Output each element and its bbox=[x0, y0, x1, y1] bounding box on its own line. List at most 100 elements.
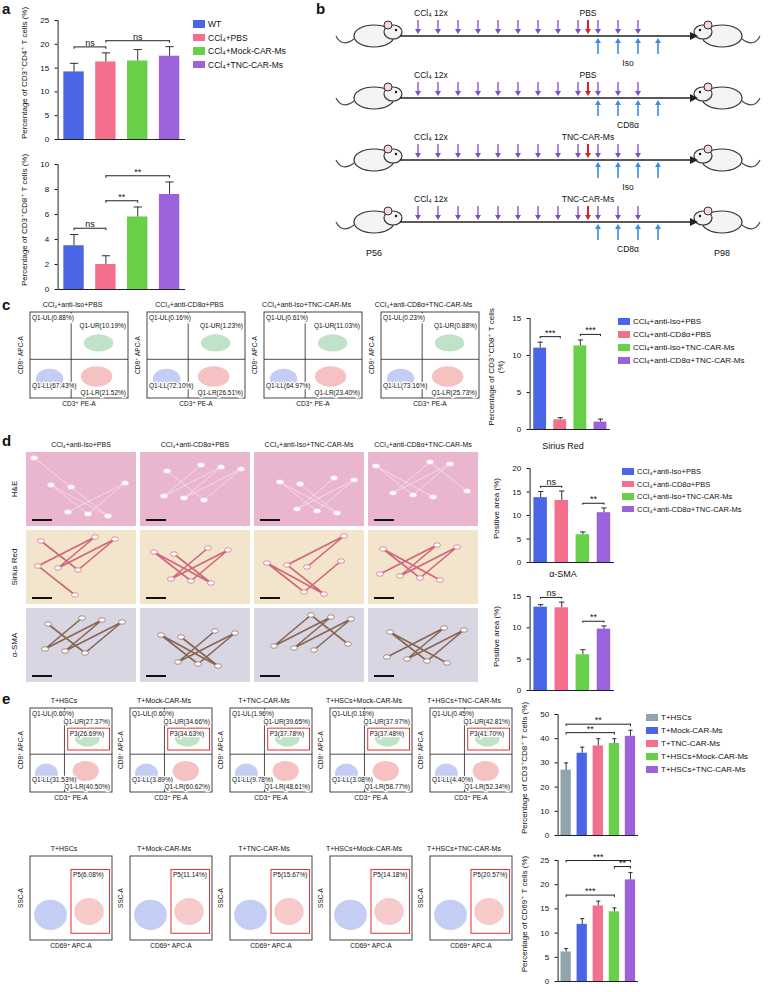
svg-text:20: 20 bbox=[540, 880, 549, 889]
svg-text:10: 10 bbox=[512, 351, 521, 360]
svg-text:8: 8 bbox=[45, 185, 50, 194]
svg-text:ns: ns bbox=[85, 38, 95, 48]
svg-text:**: ** bbox=[619, 858, 627, 868]
svg-text:Q1-LL(67.43%): Q1-LL(67.43%) bbox=[32, 382, 76, 390]
svg-text:P5(14.18%): P5(14.18%) bbox=[373, 871, 407, 879]
svg-text:TNC-CAR-Ms: TNC-CAR-Ms bbox=[562, 194, 614, 204]
svg-text:Q1-UL(0.88%): Q1-UL(0.88%) bbox=[32, 314, 74, 322]
svg-text:0: 0 bbox=[517, 558, 522, 567]
svg-text:Iso: Iso bbox=[622, 182, 634, 192]
svg-text:Q1-LR(60.62%): Q1-LR(60.62%) bbox=[164, 783, 210, 791]
svg-text:**: ** bbox=[590, 612, 598, 622]
svg-text:P3(37.78%): P3(37.78%) bbox=[270, 730, 304, 738]
svg-text:Q1-LR(52.34%): Q1-LR(52.34%) bbox=[464, 783, 510, 791]
svg-text:P5(6.08%): P5(6.08%) bbox=[73, 871, 104, 879]
svg-text:Q1-LR(23.40%): Q1-LR(23.40%) bbox=[314, 389, 360, 397]
svg-text:P98: P98 bbox=[714, 248, 730, 258]
svg-text:Q1-UL(0.16%): Q1-UL(0.16%) bbox=[149, 314, 191, 322]
svg-text:30: 30 bbox=[540, 758, 549, 767]
svg-text:**: ** bbox=[118, 192, 126, 202]
svg-text:20: 20 bbox=[512, 464, 521, 473]
svg-text:5: 5 bbox=[517, 655, 522, 664]
svg-text:***: *** bbox=[593, 852, 604, 862]
svg-text:15: 15 bbox=[512, 314, 521, 323]
svg-text:Q1-LR(21.52%): Q1-LR(21.52%) bbox=[80, 389, 126, 397]
svg-text:Q1-UR(42.81%): Q1-UR(42.81%) bbox=[463, 718, 510, 726]
svg-text:5: 5 bbox=[45, 111, 50, 120]
svg-text:Q1-UR(39.65%): Q1-UR(39.65%) bbox=[263, 718, 310, 726]
svg-text:10: 10 bbox=[40, 160, 49, 169]
svg-text:20: 20 bbox=[40, 40, 49, 49]
svg-text:Q1-UR(34.66%): Q1-UR(34.66%) bbox=[163, 718, 210, 726]
svg-text:CCl₄ 12x: CCl₄ 12x bbox=[414, 70, 448, 80]
svg-text:25: 25 bbox=[40, 16, 49, 25]
svg-text:5: 5 bbox=[517, 388, 522, 397]
svg-text:Q1-UR(10.19%): Q1-UR(10.19%) bbox=[79, 322, 126, 330]
svg-text:Q1-UR(11.03%): Q1-UR(11.03%) bbox=[314, 322, 360, 330]
svg-text:Q1-UR(1.23%): Q1-UR(1.23%) bbox=[200, 322, 243, 330]
svg-text:10: 10 bbox=[40, 87, 49, 96]
svg-text:Iso: Iso bbox=[622, 58, 634, 68]
svg-text:Q1-UL(0.60%): Q1-UL(0.60%) bbox=[132, 710, 174, 718]
svg-text:Q1-LL(73.16%): Q1-LL(73.16%) bbox=[383, 382, 427, 390]
svg-text:Q1-LR(58.77%): Q1-LR(58.77%) bbox=[364, 783, 410, 791]
svg-text:CD8α: CD8α bbox=[617, 120, 639, 130]
svg-text:ns: ns bbox=[546, 588, 556, 598]
svg-text:Q1-LL(64.97%): Q1-LL(64.97%) bbox=[266, 382, 310, 390]
svg-text:0: 0 bbox=[45, 285, 50, 294]
svg-text:CCl₄ 12x: CCl₄ 12x bbox=[414, 194, 448, 204]
svg-text:10: 10 bbox=[512, 623, 521, 632]
svg-text:15: 15 bbox=[40, 64, 49, 73]
svg-text:0: 0 bbox=[517, 425, 522, 434]
svg-text:40: 40 bbox=[540, 734, 549, 743]
svg-text:Q1-UL(0.60%): Q1-UL(0.60%) bbox=[32, 710, 74, 718]
svg-text:0: 0 bbox=[45, 135, 50, 144]
svg-text:P5(20.57%): P5(20.57%) bbox=[473, 871, 507, 879]
svg-text:6: 6 bbox=[45, 210, 50, 219]
svg-text:TNC-CAR-Ms: TNC-CAR-Ms bbox=[562, 132, 614, 142]
svg-text:Q1-LL(72.10%): Q1-LL(72.10%) bbox=[149, 382, 193, 390]
svg-text:Q1-UL(1.96%): Q1-UL(1.96%) bbox=[232, 710, 274, 718]
svg-text:***: *** bbox=[545, 328, 556, 338]
svg-text:***: *** bbox=[585, 325, 596, 335]
svg-text:**: ** bbox=[587, 724, 595, 734]
svg-text:Q1-UR(27.37%): Q1-UR(27.37%) bbox=[63, 718, 110, 726]
svg-text:15: 15 bbox=[540, 904, 549, 913]
svg-text:Q1-LR(26.51%): Q1-LR(26.51%) bbox=[197, 389, 243, 397]
svg-text:P5(11.14%): P5(11.14%) bbox=[173, 871, 207, 879]
svg-text:10: 10 bbox=[540, 807, 549, 816]
svg-text:P3(41.70%): P3(41.70%) bbox=[470, 730, 504, 738]
svg-text:0: 0 bbox=[545, 977, 550, 986]
svg-text:15: 15 bbox=[512, 488, 521, 497]
svg-text:P3(37.48%): P3(37.48%) bbox=[370, 730, 404, 738]
svg-text:Q1-UL(0.45%): Q1-UL(0.45%) bbox=[432, 710, 474, 718]
svg-text:ns: ns bbox=[133, 32, 143, 42]
svg-text:**: ** bbox=[595, 715, 603, 725]
svg-text:0: 0 bbox=[517, 686, 522, 695]
svg-text:**: ** bbox=[590, 494, 598, 504]
svg-text:***: *** bbox=[585, 886, 596, 896]
svg-text:2: 2 bbox=[45, 260, 50, 269]
svg-text:10: 10 bbox=[540, 929, 549, 938]
svg-text:ns: ns bbox=[546, 477, 556, 487]
svg-text:**: ** bbox=[134, 167, 142, 177]
svg-text:25: 25 bbox=[540, 856, 549, 865]
svg-text:Q1-UR(0.88%): Q1-UR(0.88%) bbox=[434, 322, 477, 330]
svg-text:PBS: PBS bbox=[579, 70, 596, 80]
svg-text:4: 4 bbox=[45, 235, 50, 244]
svg-text:PBS: PBS bbox=[579, 8, 596, 18]
svg-text:Q1-UL(0.18%): Q1-UL(0.18%) bbox=[332, 710, 374, 718]
svg-text:P56: P56 bbox=[366, 248, 382, 258]
svg-text:20: 20 bbox=[540, 783, 549, 792]
svg-text:CCl₄ 12x: CCl₄ 12x bbox=[414, 132, 448, 142]
svg-text:Q1-LR(25.73%): Q1-LR(25.73%) bbox=[431, 389, 477, 397]
svg-text:P3(34.63%): P3(34.63%) bbox=[170, 730, 204, 738]
svg-text:Q1-LR(48.61%): Q1-LR(48.61%) bbox=[264, 783, 310, 791]
svg-text:15: 15 bbox=[512, 592, 521, 601]
svg-text:ns: ns bbox=[85, 219, 95, 229]
svg-text:P5(15.67%): P5(15.67%) bbox=[273, 871, 307, 879]
svg-text:0: 0 bbox=[545, 831, 550, 840]
svg-text:5: 5 bbox=[545, 953, 550, 962]
svg-text:50: 50 bbox=[540, 710, 549, 719]
svg-text:Q1-UL(0.23%): Q1-UL(0.23%) bbox=[383, 314, 425, 322]
